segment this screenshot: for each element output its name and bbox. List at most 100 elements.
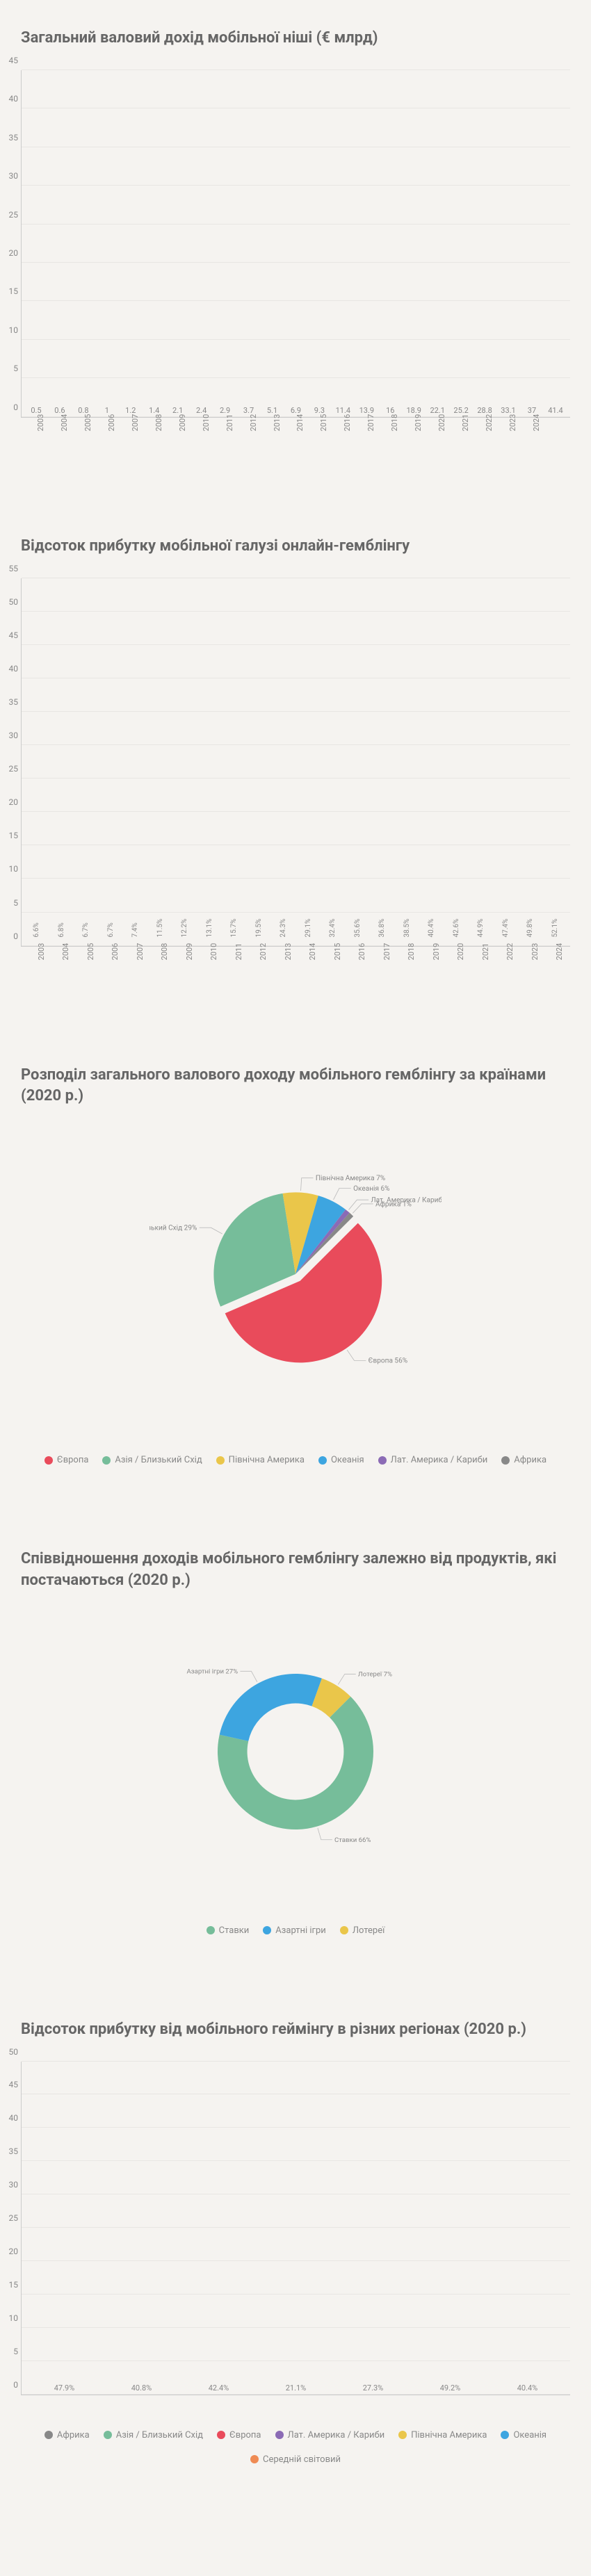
gridline [22, 811, 570, 812]
bar-value-label: 42.4% [209, 2383, 229, 2392]
bar-value-label: 40.4% [428, 918, 435, 937]
bar-value-label: 6.7% [107, 922, 115, 937]
xtick: 2021 [481, 943, 490, 960]
chart-4-section: Співвідношення доходів мобільного гемблі… [21, 1549, 570, 1936]
chart-5-title: Відсоток прибутку від мобільного геймінг… [21, 2019, 570, 2041]
legend-item: Європа [44, 1455, 89, 1465]
xtick: 2016 [343, 414, 352, 431]
chart-3-pie: Європа 56%Азія / Близький Схід 29%Північ… [21, 1128, 570, 1420]
bar-value-label: 32.4% [329, 918, 337, 937]
slice-label: Азартні ігри 27% [187, 1668, 238, 1675]
legend-label: Європа [57, 1455, 89, 1465]
legend-label: Ставки [219, 1925, 250, 1936]
slice-leader [338, 1674, 355, 1684]
legend-item: Азартні ігри [263, 1925, 326, 1936]
bar-value-label: 6.8% [58, 922, 65, 937]
ytick: 40 [0, 94, 18, 104]
xtick: 2013 [273, 414, 282, 431]
legend-label: Океанія [331, 1455, 364, 1465]
xtick: 2004 [60, 414, 69, 431]
chart-2: 05101520253035404550556.6%20036.8%20046.… [21, 578, 570, 981]
legend-item: Середній світовий [250, 2454, 341, 2465]
legend-swatch [318, 1456, 327, 1465]
xtick: 2015 [319, 414, 328, 431]
chart-3-legend: Європа Азія / Близький Схід Північна Амери… [21, 1455, 570, 1465]
chart-1-title: Загальний валовий дохід мобільної ніші (… [21, 28, 570, 49]
legend-swatch [104, 2431, 112, 2439]
ytick: 35 [0, 697, 18, 707]
legend-label: Середній світовий [263, 2454, 341, 2465]
ytick: 50 [0, 597, 18, 607]
legend-label: Північна Америка [229, 1455, 305, 1465]
bar-value-label: 35.6% [354, 918, 362, 937]
xtick: 2010 [209, 943, 218, 960]
chart-4-title: Співвідношення доходів мобільного гемблі… [21, 1549, 570, 1592]
gridline [22, 377, 570, 378]
gridline [22, 744, 570, 745]
slice-leader [200, 1228, 222, 1234]
xtick: 2011 [234, 943, 243, 960]
slice-label: Океанія 6% [353, 1185, 389, 1193]
xtick: 2012 [259, 943, 268, 960]
xtick: 2017 [366, 414, 375, 431]
xtick: 2021 [461, 414, 470, 431]
ytick: 5 [0, 2347, 18, 2356]
xtick: 2015 [333, 943, 342, 960]
xtick: 2004 [61, 943, 70, 960]
xtick: 2007 [136, 943, 145, 960]
slice-label: Африка 1% [375, 1200, 412, 1209]
ytick: 0 [0, 402, 18, 412]
slice-leader [347, 1350, 366, 1360]
xtick: 2009 [178, 414, 187, 431]
legend-item: Азія / Близький Схід [102, 1455, 202, 1465]
chart-1: 0510152025303540450.520030.620040.820051… [21, 70, 570, 453]
legend-label: Африка [514, 1455, 547, 1465]
xtick: 2016 [357, 943, 366, 960]
bar-value-label: 7.4% [131, 922, 139, 937]
gridline [22, 339, 570, 340]
ytick: 5 [0, 364, 18, 373]
legend-item: Ставки [207, 1925, 250, 1936]
chart-4-legend: СтавкиАзартні ігриЛотереї [21, 1925, 570, 1936]
ytick: 20 [0, 2247, 18, 2256]
bar-value-label: 24.3% [280, 918, 287, 937]
ytick: 0 [0, 931, 18, 941]
legend-item: Північна Америка [216, 1455, 305, 1465]
legend-swatch [217, 2431, 225, 2439]
gridline [22, 2327, 570, 2328]
legend-swatch [340, 1926, 348, 1934]
xtick: 2018 [390, 414, 399, 431]
legend-item: Азія / Близький Схід [104, 2430, 203, 2440]
slice-label: Лотереї 7% [358, 1671, 392, 1679]
pie-svg: Європа 56%Азія / Близький Схід 29%Північ… [149, 1128, 442, 1420]
ytick: 10 [0, 864, 18, 874]
gridline [22, 912, 570, 913]
ytick: 25 [0, 210, 18, 220]
xtick: 2019 [414, 414, 423, 431]
xtick: 2008 [154, 414, 163, 431]
slice-leader [240, 1671, 257, 1681]
legend-item: Лат. Америка / Кариби [378, 1455, 488, 1465]
gridline [22, 611, 570, 612]
ytick: 40 [0, 2113, 18, 2123]
slice-label: Європа 56% [369, 1358, 407, 1365]
gridline [22, 711, 570, 712]
xtick: 2006 [111, 943, 120, 960]
legend-swatch [501, 2431, 509, 2439]
ytick: 35 [0, 133, 18, 142]
xtick: 2008 [160, 943, 169, 960]
chart-3-section: Розподіл загального валового доходу мобі… [21, 1065, 570, 1466]
legend-label: Океанія [513, 2430, 547, 2440]
ytick: 45 [0, 56, 18, 65]
ytick: 20 [0, 797, 18, 807]
bar-value-label: 27.3% [363, 2383, 384, 2392]
legend-swatch [102, 1456, 111, 1465]
ytick: 55 [0, 564, 18, 573]
gridline [22, 185, 570, 186]
slice-label: Північна Америка 7% [316, 1175, 385, 1182]
bar-value-label: 36.8% [378, 918, 386, 937]
xtick: 2014 [296, 414, 305, 431]
xtick: 2024 [532, 414, 541, 431]
bar-value-label: 52.1% [551, 918, 559, 937]
bar-value-label: 19.5% [255, 918, 263, 937]
